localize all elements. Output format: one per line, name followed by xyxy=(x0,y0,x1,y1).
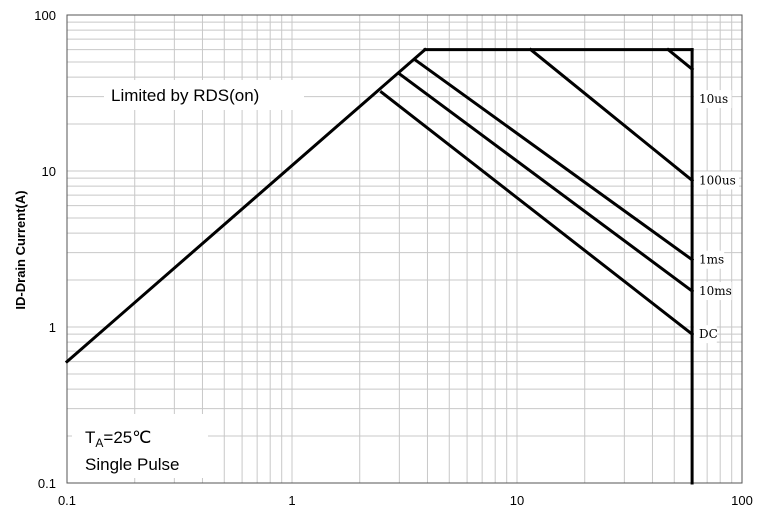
series-line-dc xyxy=(379,90,695,337)
series-line-limited-by-rds-on xyxy=(64,47,428,364)
curve-label-10ms: 10ms xyxy=(699,284,732,298)
curve-label-bg-100us xyxy=(694,171,739,190)
rds-label-background xyxy=(104,80,304,110)
curve-labels: 10us 100us 1ms 10ms DC xyxy=(694,90,739,344)
single-pulse-annotation: Single Pulse xyxy=(85,455,180,474)
series-group xyxy=(64,47,695,485)
temp-suffix: =25℃ xyxy=(103,428,151,447)
x-tick-label: 100 xyxy=(731,493,753,508)
series-line-1ms xyxy=(412,57,695,262)
x-tick-label: 10 xyxy=(510,493,524,508)
plot-frame xyxy=(66,14,743,484)
temperature-annotation: TA=25℃ xyxy=(85,428,151,450)
curve-label-100us: 100us xyxy=(699,173,736,187)
curve-label-dc: DC xyxy=(699,327,718,341)
curve-label-bg-10us xyxy=(694,90,732,109)
tick-labels: 0.1 1 10 100 0.1 1 10 100 xyxy=(34,8,753,508)
series-line-10us xyxy=(666,47,695,72)
curve-label-1ms: 1ms xyxy=(699,253,724,267)
y-tick-label: 0.1 xyxy=(38,476,56,491)
y-tick-label: 1 xyxy=(49,320,56,335)
y-tick-label: 10 xyxy=(42,164,56,179)
series-line-10ms xyxy=(397,71,695,294)
conditions-background xyxy=(72,414,208,478)
curve-label-bg-dc xyxy=(694,325,717,344)
x-tick-label: 1 xyxy=(288,493,295,508)
y-tick-label: 100 xyxy=(34,8,56,23)
y-axis-label: ID-Drain Current(A) xyxy=(13,190,28,309)
curve-label-bg-1ms xyxy=(694,250,725,269)
series-line-100us xyxy=(528,47,695,183)
temp-subscript: A xyxy=(95,436,103,450)
rds-limit-annotation: Limited by RDS(on) xyxy=(111,86,259,105)
temp-prefix: T xyxy=(85,428,95,447)
curve-label-10us: 10us xyxy=(699,92,728,106)
x-tick-label: 0.1 xyxy=(58,493,76,508)
curve-label-bg-10ms xyxy=(694,282,732,301)
